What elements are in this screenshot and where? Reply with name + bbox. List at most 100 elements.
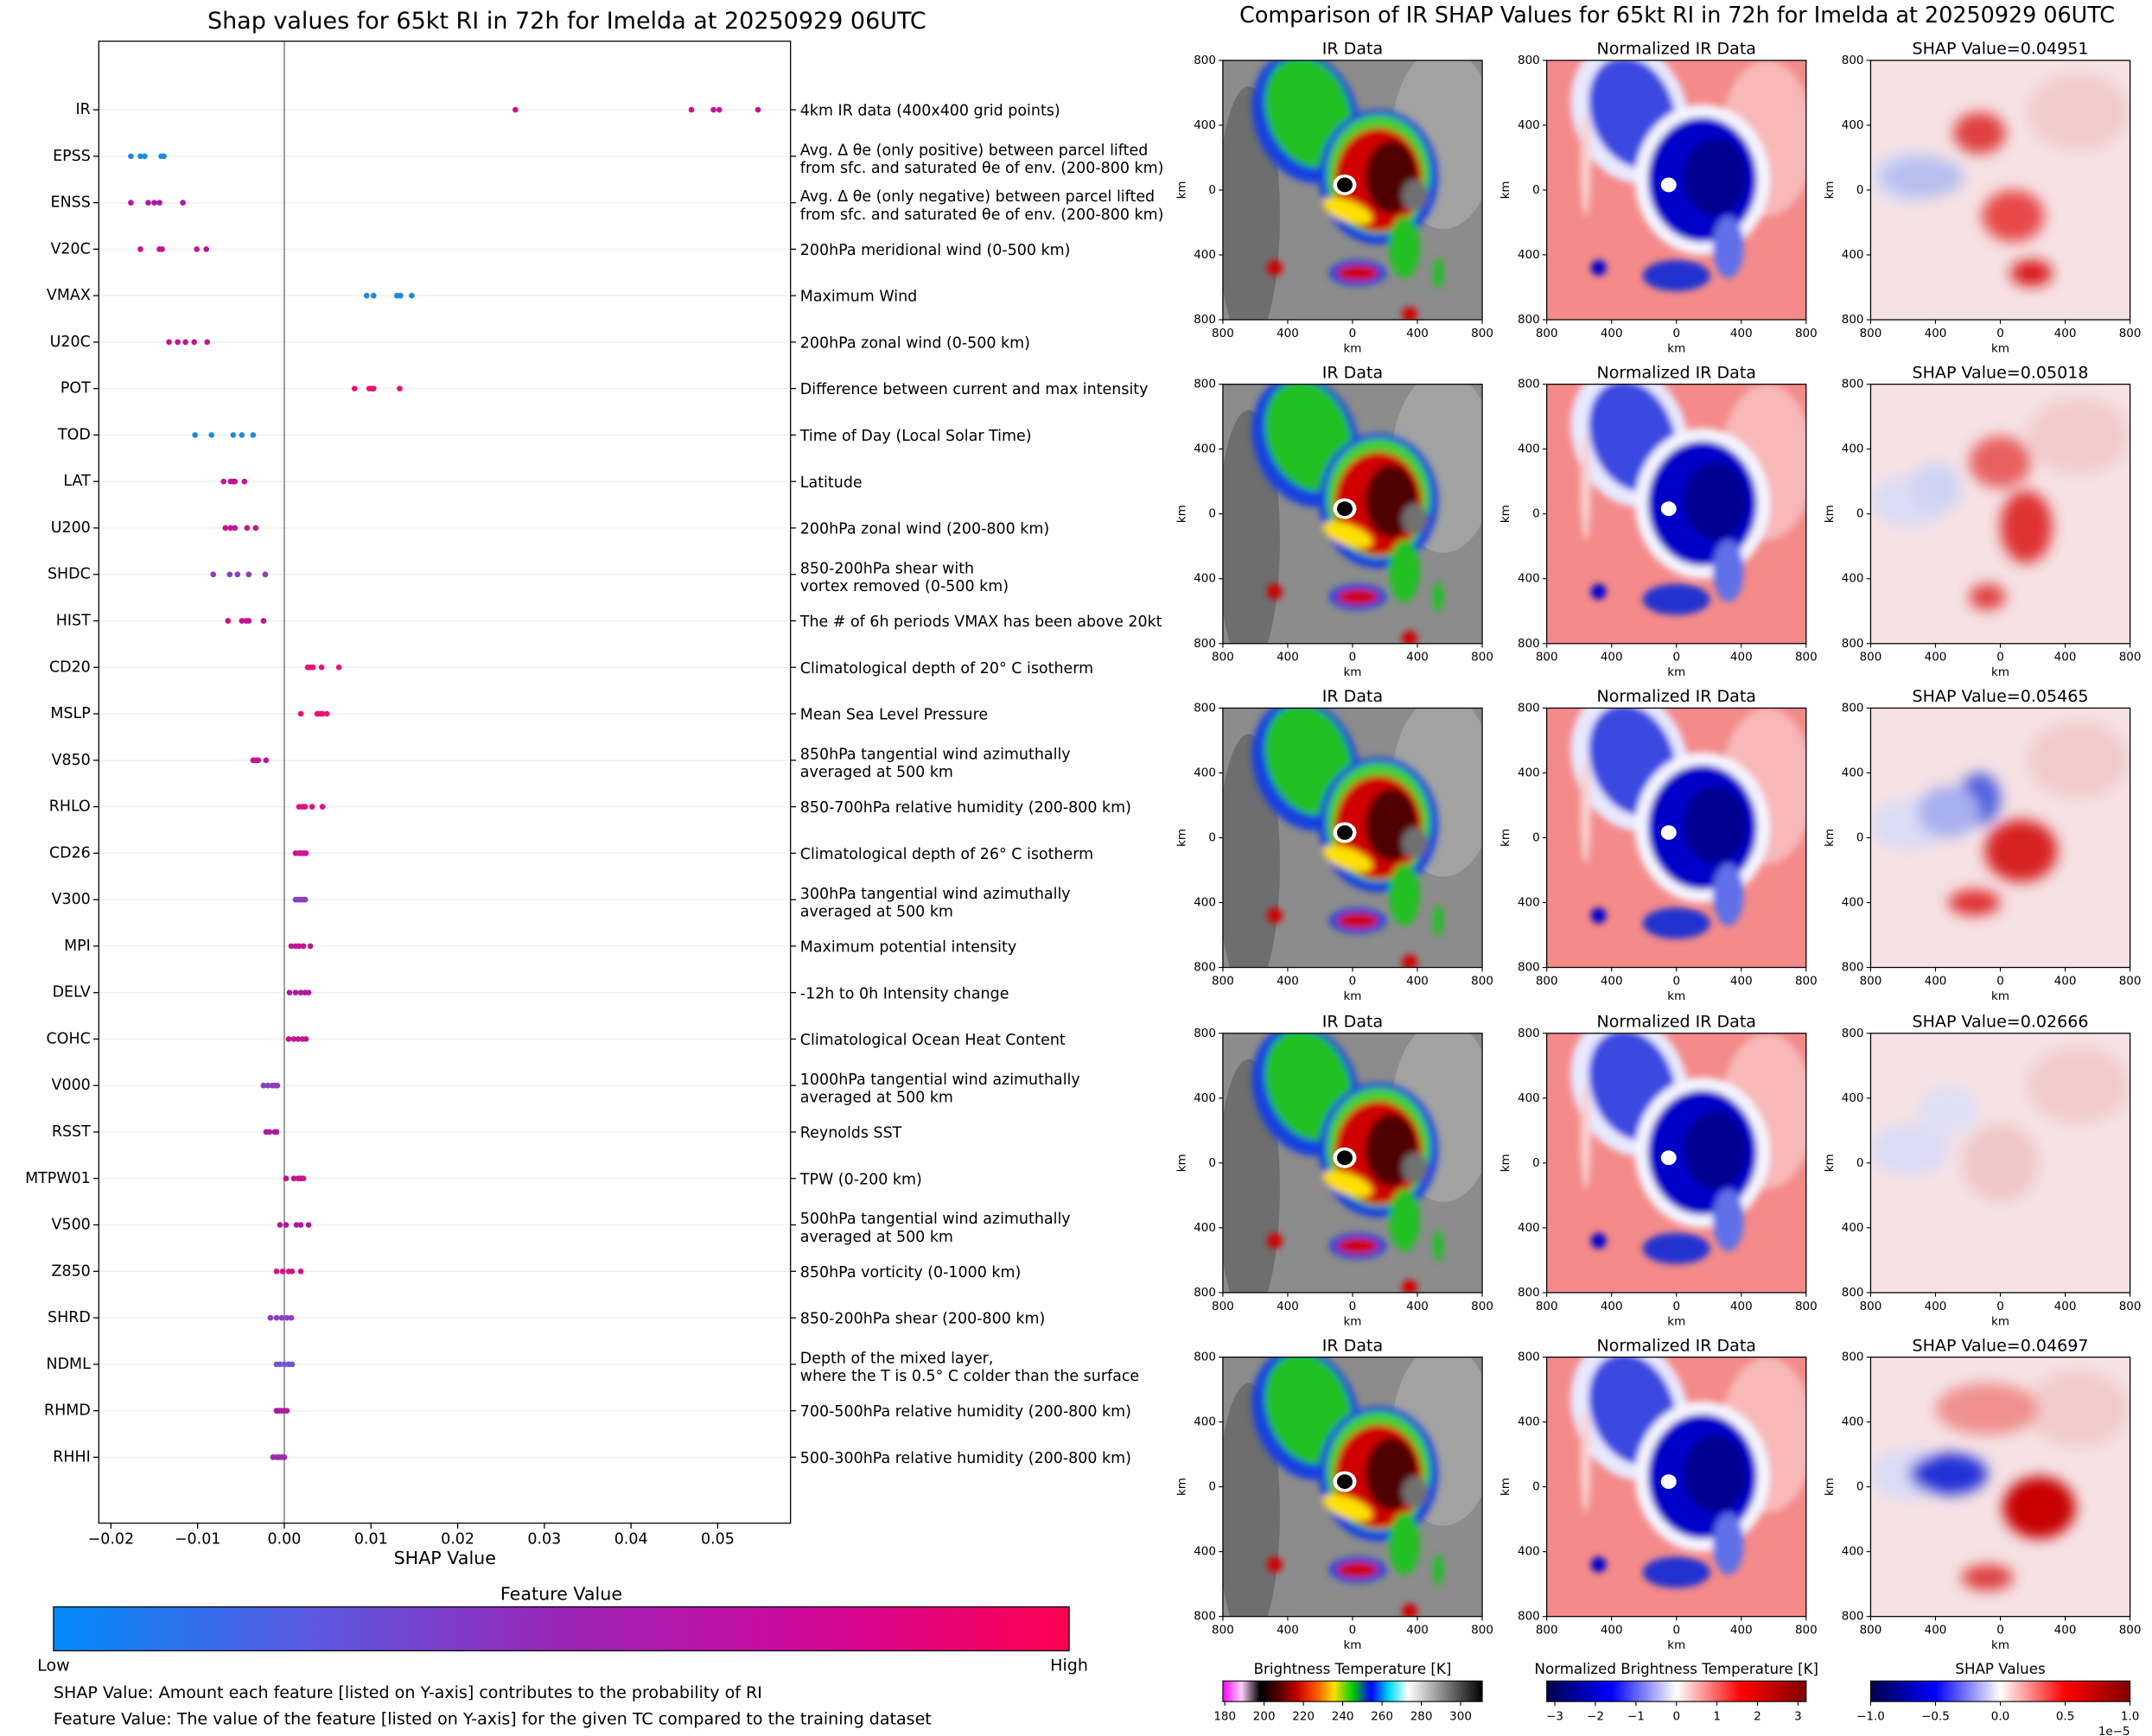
x-tick-label: 400: [1406, 651, 1429, 665]
y-tick-label: 800: [1194, 1027, 1216, 1040]
x-tick-label: 400: [1730, 327, 1753, 340]
shap-point: [290, 1036, 297, 1042]
y-tick-label: 800: [1194, 637, 1216, 651]
y-tick-label: 800: [1194, 961, 1216, 975]
x-tick-label: 400: [1277, 974, 1299, 988]
y-tick-label: 800: [1194, 313, 1216, 327]
shap-point: [241, 478, 248, 485]
shap-point: [274, 1082, 281, 1089]
image-feature: [1953, 111, 2006, 154]
image-feature: [1336, 1474, 1353, 1490]
panel-title: IR Data: [1322, 40, 1383, 59]
shap-point: [273, 1314, 280, 1321]
image-feature: [1322, 197, 1372, 225]
image-feature: [1402, 630, 1418, 644]
shap-point: [309, 664, 316, 671]
shap-point: [161, 153, 167, 160]
x-tick-label: 0: [1349, 651, 1357, 665]
x-axis-label: km: [1991, 1314, 2009, 1328]
image-panel: [1222, 1357, 1483, 1617]
shap-point: [226, 571, 233, 578]
feature-description: -12h to 0h Intensity change: [800, 985, 1009, 1002]
image-feature: [1336, 501, 1353, 517]
feature-description: Time of Day (Local Solar Time): [799, 428, 1032, 445]
shap-point: [309, 804, 315, 810]
image-feature: [1433, 905, 1444, 937]
image-feature: [1336, 264, 1378, 281]
shap-point: [398, 292, 404, 299]
colorbar-tick-label: −2: [1587, 1710, 1604, 1724]
image-feature: [1266, 583, 1283, 600]
shap-point: [302, 896, 309, 903]
image-feature: [1712, 539, 1744, 602]
shap-point: [335, 664, 342, 671]
x-tick-label: 400: [2054, 327, 2077, 340]
image-panel: [1546, 60, 1806, 321]
y-tick-label: V500: [52, 1217, 91, 1234]
x-axis-label: km: [1991, 1638, 2009, 1652]
colorbar-tick-label: −3: [1546, 1710, 1563, 1724]
image-feature: [1336, 588, 1378, 605]
y-tick-label: 400: [1194, 1545, 1216, 1559]
y-tick-label: 400: [1194, 896, 1216, 910]
shap-point: [273, 1268, 280, 1275]
image-layer: [1870, 397, 2130, 610]
y-tick-label: POT: [60, 380, 91, 397]
x-axis-label: km: [1667, 989, 1685, 1003]
shap-point: [180, 200, 186, 206]
y-tick-label: 800: [1842, 1027, 1864, 1040]
image-feature: [1642, 1232, 1710, 1264]
x-axis-label: km: [1344, 989, 1362, 1003]
shap-point: [300, 1175, 307, 1182]
feature-description: 300hPa tangential wind azimuthally: [800, 886, 1071, 903]
image-feature: [1590, 259, 1607, 276]
image-feature: [1402, 827, 1429, 859]
shap-point: [754, 106, 761, 113]
y-tick-label: 800: [1842, 637, 1864, 651]
shap-point: [297, 1222, 304, 1228]
image-feature: [1433, 1230, 1444, 1262]
y-tick-label: 800: [1194, 54, 1216, 67]
y-tick-label: 0: [1532, 1480, 1540, 1494]
y-axis-label: km: [1499, 829, 1512, 847]
image-panel: [1222, 384, 1483, 644]
y-tick-label: 800: [1842, 313, 1864, 327]
image-feature: [1712, 1512, 1744, 1575]
x-axis-label: km: [1667, 1314, 1685, 1328]
y-tick-label: 400: [1194, 1221, 1216, 1235]
y-tick-label: NDML: [47, 1356, 92, 1373]
y-tick-label: 0: [1532, 830, 1540, 844]
x-tick-label: 0: [1672, 1624, 1680, 1637]
x-tick-label: 800: [2119, 1624, 2142, 1637]
y-axis-label: km: [1499, 181, 1512, 199]
x-tick-label: 800: [1795, 327, 1818, 340]
image-feature: [2026, 397, 2130, 475]
shap-point: [277, 1222, 283, 1228]
y-tick-label: 400: [1194, 766, 1216, 779]
x-tick-label: 0: [1349, 974, 1357, 988]
chart-title: Comparison of IR SHAP Values for 65kt RI…: [1239, 2, 2115, 28]
x-tick-label: 0: [1672, 651, 1680, 665]
x-tick-label: 800: [1860, 651, 1882, 665]
image-feature: [1984, 819, 2058, 882]
image-panel: [1546, 708, 1806, 968]
shap-point: [234, 571, 241, 578]
x-tick-label: 800: [1212, 327, 1234, 340]
y-tick-label: MSLP: [50, 705, 90, 722]
y-tick-label: 400: [1518, 248, 1540, 262]
colorbar-tick-label: −1.0: [1856, 1710, 1885, 1724]
image-feature: [1389, 1188, 1421, 1251]
x-tick-label: 400: [1277, 1624, 1299, 1637]
y-tick-label: LAT: [63, 473, 91, 490]
image-feature: [1389, 1512, 1421, 1575]
x-tick-label: 400: [1277, 651, 1299, 665]
shap-point: [278, 1314, 285, 1321]
shap-point: [295, 1036, 302, 1042]
y-tick-label: 400: [1842, 1545, 1864, 1559]
x-tick-label: 400: [1601, 974, 1623, 988]
image-layer: [1251, 1357, 1444, 1617]
shap-point: [285, 1036, 292, 1042]
x-tick-label: 0.02: [441, 1531, 474, 1548]
x-tick-label: 400: [1601, 327, 1623, 340]
x-tick-label: 800: [1795, 974, 1818, 988]
